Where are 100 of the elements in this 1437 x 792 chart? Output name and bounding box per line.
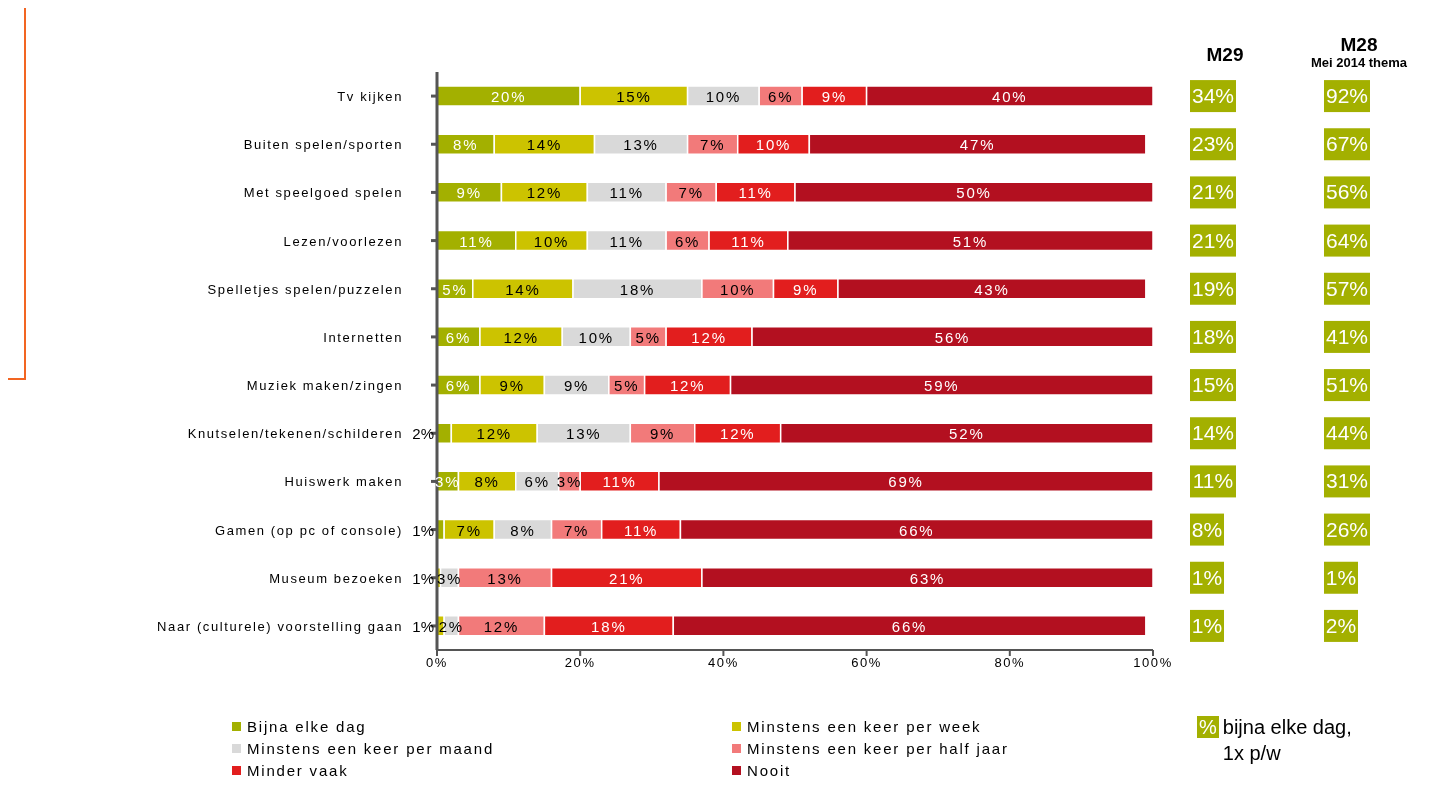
x-tick-label: 60% bbox=[851, 655, 883, 671]
data-label: 14% bbox=[505, 280, 541, 298]
y-tick-label: Internetten bbox=[323, 329, 403, 345]
legend-label: Minstens een keer per maand bbox=[247, 740, 495, 757]
data-label: 7% bbox=[678, 184, 704, 202]
data-label: 14% bbox=[1191, 421, 1235, 445]
data-label: 59% bbox=[924, 377, 960, 394]
y-tick-label: Huiswerk maken bbox=[284, 474, 403, 490]
data-label: 12% bbox=[503, 328, 539, 346]
data-label: 20% bbox=[490, 88, 527, 105]
data-label: 21% bbox=[1191, 228, 1235, 252]
y-tick-label: Lezen/voorlezen bbox=[283, 233, 403, 249]
x-tick-label: 0% bbox=[426, 655, 448, 671]
data-label: 3% bbox=[556, 473, 583, 491]
data-label: 3% bbox=[435, 473, 461, 491]
data-label: 21% bbox=[1191, 180, 1235, 204]
data-label: 64% bbox=[1325, 228, 1369, 252]
data-label: 6% bbox=[768, 88, 794, 105]
data-label: 2% bbox=[1325, 613, 1357, 637]
data-label: 26% bbox=[1325, 517, 1369, 541]
data-label: 47% bbox=[959, 136, 996, 154]
data-label: 5% bbox=[635, 328, 661, 346]
data-label: 13% bbox=[623, 136, 659, 154]
data-label: 10% bbox=[720, 280, 756, 298]
legend-label: Bijna elke dag bbox=[247, 718, 367, 735]
data-label: 12% bbox=[526, 184, 563, 202]
data-label: 5% bbox=[442, 280, 468, 298]
y-tick-label: Gamen (op pc of console) bbox=[215, 522, 403, 538]
data-label: 19% bbox=[1191, 276, 1235, 300]
data-label: 10% bbox=[578, 328, 615, 346]
data-label: 8% bbox=[1191, 517, 1223, 541]
x-tick-label: 20% bbox=[564, 655, 596, 671]
data-label: 66% bbox=[891, 617, 928, 635]
data-label: 11% bbox=[738, 184, 773, 202]
data-label: 41% bbox=[1325, 324, 1369, 348]
legend-label: Minder vaak bbox=[247, 762, 349, 779]
data-label: 67% bbox=[1325, 132, 1369, 156]
x-tick-label: 80% bbox=[994, 655, 1026, 671]
data-label: 23% bbox=[1191, 132, 1235, 156]
data-label: 1% bbox=[412, 617, 434, 635]
data-label: 15% bbox=[616, 88, 652, 105]
data-label: 9% bbox=[649, 425, 676, 443]
data-label: 52% bbox=[949, 425, 985, 443]
data-label: 56% bbox=[1325, 180, 1369, 204]
data-label: 11% bbox=[459, 232, 494, 250]
data-label: 15% bbox=[1191, 373, 1235, 397]
data-label: 8% bbox=[474, 473, 500, 491]
data-label: 40% bbox=[992, 88, 1028, 105]
data-label: 10% bbox=[533, 232, 570, 250]
data-label: 8% bbox=[510, 521, 536, 539]
data-label: 13% bbox=[487, 569, 523, 587]
data-label: 5% bbox=[614, 377, 640, 394]
y-tick-label: Naar (culturele) voorstelling gaan bbox=[157, 618, 403, 634]
data-label: 51% bbox=[1325, 373, 1369, 397]
data-label: 43% bbox=[974, 280, 1010, 298]
data-label: 12% bbox=[669, 377, 706, 394]
data-label: 12% bbox=[476, 425, 512, 443]
y-tick-label: Knutselen/tekenen/schilderen bbox=[187, 426, 403, 442]
y-tick-label: Spelletjes spelen/puzzelen bbox=[207, 281, 403, 297]
data-label: 10% bbox=[705, 88, 742, 105]
data-label: 11% bbox=[623, 521, 659, 539]
data-label: 18% bbox=[1191, 324, 1235, 348]
data-label: 6% bbox=[445, 328, 472, 346]
text: M28 bbox=[1339, 34, 1379, 56]
data-label: 7% bbox=[563, 521, 590, 539]
legend-label: Nooit bbox=[747, 762, 792, 779]
data-label: 51% bbox=[952, 232, 989, 250]
legend-label: Minstens een keer per half jaar bbox=[747, 740, 1009, 757]
data-label: 6% bbox=[445, 377, 472, 394]
data-label: 12% bbox=[720, 425, 756, 443]
data-label: 57% bbox=[1325, 276, 1369, 300]
data-label: 7% bbox=[700, 136, 726, 154]
data-label: 11% bbox=[1192, 469, 1234, 493]
text: % bbox=[1197, 716, 1219, 738]
data-label: 6% bbox=[524, 473, 550, 491]
data-label: 44% bbox=[1325, 421, 1369, 445]
data-label: 31% bbox=[1325, 469, 1369, 493]
data-label: 63% bbox=[909, 569, 946, 587]
data-label: 10% bbox=[755, 136, 792, 154]
data-label: 1% bbox=[412, 521, 434, 539]
data-label: 11% bbox=[602, 473, 637, 491]
text: M29 bbox=[1205, 44, 1245, 66]
x-tick-label: 100% bbox=[1133, 655, 1173, 671]
data-label: 50% bbox=[956, 184, 992, 202]
data-label: 18% bbox=[619, 280, 656, 298]
data-label: 12% bbox=[483, 617, 520, 635]
data-label: 1% bbox=[412, 569, 434, 587]
y-tick-label: Buiten spelen/sporten bbox=[243, 137, 403, 153]
data-label: 18% bbox=[591, 617, 627, 635]
data-label: 69% bbox=[888, 473, 924, 491]
data-label: 11% bbox=[731, 232, 766, 250]
y-tick-label: Museum bezoeken bbox=[269, 570, 403, 586]
data-label: 1% bbox=[1191, 565, 1223, 589]
data-label: 12% bbox=[691, 328, 727, 346]
data-label: 66% bbox=[899, 521, 935, 539]
data-label: 9% bbox=[793, 280, 819, 298]
data-label: 9% bbox=[563, 377, 590, 394]
text: bijna elke dag, 1x p/w bbox=[1222, 715, 1353, 766]
data-label: 13% bbox=[566, 425, 602, 443]
y-tick-label: Muziek maken/zingen bbox=[246, 378, 403, 394]
